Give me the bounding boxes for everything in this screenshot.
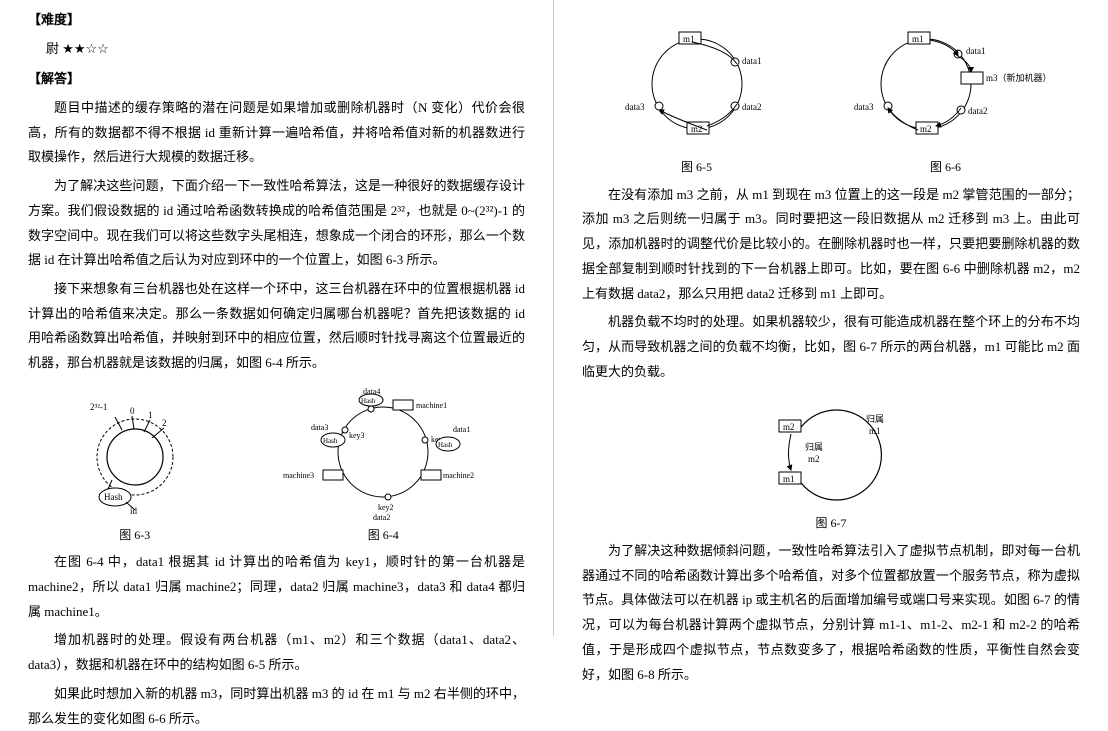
fig67-b2: 归属: [805, 441, 823, 452]
right-para-1: 在没有添加 m3 之前，从 m1 到现在 m3 位置上的这一段是 m2 掌管范围…: [582, 183, 1080, 306]
figure-6-5: m1 m2 data1 data2 data3 图 6-5: [607, 14, 787, 179]
fig67-b1: 归属: [866, 413, 884, 424]
fig65-svg: m1 m2 data1 data2 data3: [607, 14, 787, 154]
fig64-k2: key2: [378, 503, 394, 512]
left-para-6: 如果此时想加入新的机器 m3，同时算出机器 m3 的 id 在 m1 与 m2 …: [28, 682, 525, 731]
fig-row-63-64: 2³²-1 0 1 2 Hash id 图 6-3 machin: [28, 382, 525, 547]
fig66-svg: m1 m2 m3（新加机器） data1 data2 data3: [836, 14, 1056, 154]
right-para-2: 机器负载不均时的处理。如果机器较少，很有可能造成机器在整个环上的分布不均匀，从而…: [582, 310, 1080, 384]
fig63-two: 2: [162, 418, 167, 428]
fig63-svg: 2³²-1 0 1 2 Hash id: [60, 392, 210, 522]
fig65-m2: m2: [691, 124, 703, 134]
fig65-d3: data3: [625, 102, 645, 112]
fig64-k3: key3: [349, 431, 365, 440]
stars-label: 尉: [46, 41, 59, 56]
fig-row-65-66: m1 m2 data1 data2 data3 图 6-5 m1: [582, 14, 1080, 179]
fig67-svg: m2 m1 归属 m1 归属 m2: [731, 390, 931, 510]
fig64-d3: data3: [311, 423, 328, 432]
fig63-one: 1: [148, 410, 153, 420]
fig64-hash3: Hash: [323, 437, 338, 445]
fig63-zero: 0: [130, 406, 135, 416]
fig66-caption: 图 6-6: [836, 156, 1056, 179]
fig-row-67: m2 m1 归属 m1 归属 m2 图 6-7: [582, 390, 1080, 535]
fig64-d1: data1: [453, 425, 470, 434]
fig65-d1: data1: [742, 56, 762, 66]
fig64-m2: machine2: [443, 471, 474, 480]
figure-6-6: m1 m2 m3（新加机器） data1 data2 data3 图 6-6: [836, 14, 1056, 179]
fig65-d2: data2: [742, 102, 762, 112]
left-para-2: 为了解决这些问题，下面介绍一下一致性哈希算法，这是一种很好的数据缓存设计方案。我…: [28, 174, 525, 273]
fig63-hash: Hash: [104, 492, 123, 502]
left-para-1: 题目中描述的缓存策略的潜在问题是如果增加或删除机器时（N 变化）代价会很高，所有…: [28, 96, 525, 170]
figure-6-4: machine1 machine2 machine3 key1 key2 key…: [273, 382, 493, 547]
fig64-caption: 图 6-4: [273, 524, 493, 547]
fig64-m3: machine3: [283, 471, 314, 480]
fig66-d3: data3: [854, 102, 874, 112]
fig66-m2: m2: [920, 124, 932, 134]
stars-value: ★★☆☆: [62, 41, 109, 56]
fig63-id: id: [130, 506, 138, 516]
fig67-b1b: m1: [869, 426, 881, 436]
fig63-top-label: 2³²-1: [90, 402, 107, 412]
fig66-m1: m1: [912, 34, 924, 44]
fig66-m3: m3（新加机器）: [986, 72, 1052, 83]
figure-6-7: m2 m1 归属 m1 归属 m2 图 6-7: [731, 390, 931, 535]
left-page: 【难度】 尉 ★★☆☆ 【解答】 题目中描述的缓存策略的潜在问题是如果增加或删除…: [0, 0, 554, 636]
figure-6-3: 2³²-1 0 1 2 Hash id 图 6-3: [60, 392, 210, 547]
right-page: m1 m2 data1 data2 data3 图 6-5 m1: [554, 0, 1108, 636]
fig64-svg: machine1 machine2 machine3 key1 key2 key…: [273, 382, 493, 522]
left-para-4: 在图 6-4 中，data1 根据其 id 计算出的哈希值为 key1，顺时针的…: [28, 550, 525, 624]
fig65-caption: 图 6-5: [607, 156, 787, 179]
right-para-3: 为了解决这种数据倾斜问题，一致性哈希算法引入了虚拟节点机制，即对每一台机器通过不…: [582, 539, 1080, 687]
answer-heading: 【解答】: [28, 67, 525, 92]
fig64-d2: data2: [373, 513, 390, 522]
fig66-d2: data2: [968, 106, 988, 116]
fig64-m1: machine1: [416, 401, 447, 410]
fig67-caption: 图 6-7: [731, 512, 931, 535]
fig66-d1: data1: [966, 46, 986, 56]
difficulty-heading: 【难度】: [28, 8, 525, 33]
fig64-hash4: Hash: [361, 397, 376, 405]
fig64-hash1: Hash: [438, 441, 453, 449]
difficulty-stars: 尉 ★★☆☆: [46, 37, 525, 62]
fig67-b2b: m2: [808, 454, 820, 464]
left-para-3: 接下来想象有三台机器也处在这样一个环中，这三台机器在环中的位置根据机器 id 计…: [28, 277, 525, 376]
fig67-m2: m2: [783, 422, 795, 432]
fig67-m1: m1: [783, 474, 795, 484]
fig63-caption: 图 6-3: [60, 524, 210, 547]
